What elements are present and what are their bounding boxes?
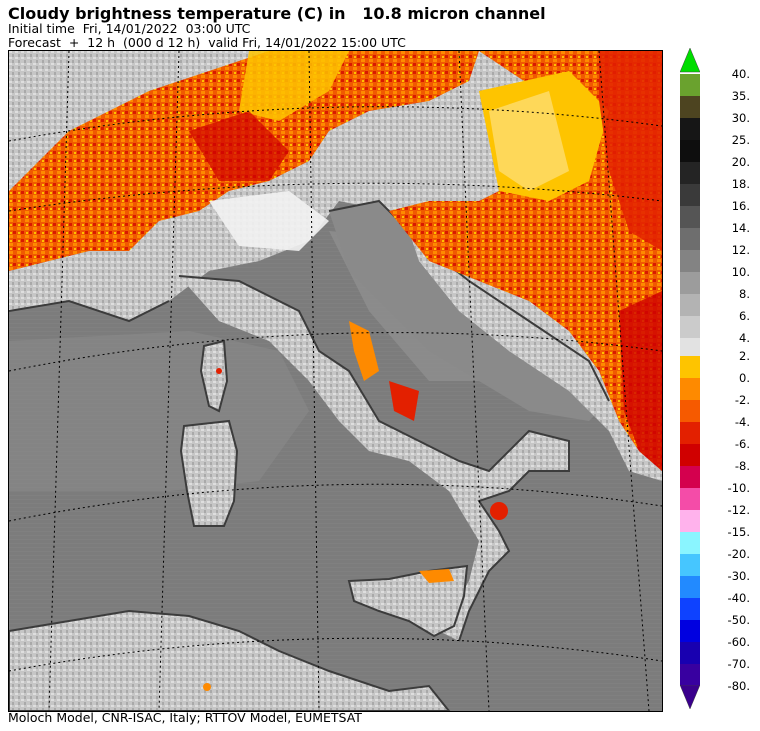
colorbar-label: 16. bbox=[731, 199, 750, 213]
colorbar-swatch bbox=[680, 400, 700, 422]
colorbar-swatch bbox=[680, 356, 700, 378]
colorbar-swatch bbox=[680, 620, 700, 642]
colorbar-label: -8. bbox=[734, 459, 750, 473]
colorbar-label: -4. bbox=[734, 415, 750, 429]
model-credits: Moloch Model, CNR-ISAC, Italy; RTTOV Mod… bbox=[8, 710, 362, 725]
colorbar-swatch bbox=[680, 162, 700, 184]
colorbar-label: -6. bbox=[734, 437, 750, 451]
colorbar-label: -40. bbox=[727, 591, 750, 605]
map-title: Cloudy brightness temperature (C) in 10.… bbox=[8, 4, 546, 23]
colorbar-label: 35. bbox=[731, 89, 750, 103]
colorbar-swatch bbox=[680, 488, 700, 510]
colorbar-label: 18. bbox=[731, 177, 750, 191]
colorbar-swatch bbox=[680, 338, 700, 360]
colorbar-swatch bbox=[680, 250, 700, 272]
colorbar-swatch bbox=[680, 140, 700, 162]
colorbar-swatch bbox=[680, 294, 700, 316]
colorbar-swatch bbox=[680, 74, 700, 96]
colorbar-label: 14. bbox=[731, 221, 750, 235]
colorbar-label: 25. bbox=[731, 133, 750, 147]
colorbar-swatch bbox=[680, 422, 700, 444]
sicily bbox=[347, 564, 469, 638]
colorbar-label: 12. bbox=[731, 243, 750, 257]
colorbar-swatch bbox=[680, 532, 700, 554]
colorbar-label: 0. bbox=[739, 371, 750, 385]
colorbar-swatch bbox=[680, 664, 700, 686]
colorbar-swatch bbox=[680, 118, 700, 140]
initial-time: Initial time Fri, 14/01/2022 03:00 UTC bbox=[8, 21, 251, 36]
colorbar-swatch bbox=[680, 510, 700, 532]
colorbar-swatch bbox=[680, 642, 700, 664]
colorbar-label: 20. bbox=[731, 155, 750, 169]
colorbar-swatch bbox=[680, 184, 700, 206]
colorbar-swatch bbox=[680, 576, 700, 598]
colorbar-label: -50. bbox=[727, 613, 750, 627]
colorbar-label: -10. bbox=[727, 481, 750, 495]
colorbar-label: 8. bbox=[739, 287, 750, 301]
colorbar-label: 30. bbox=[731, 111, 750, 125]
colorbar-swatch bbox=[680, 444, 700, 466]
colorbar-swatch bbox=[680, 316, 700, 338]
colorbar-label: 6. bbox=[739, 309, 750, 323]
colorbar-label: -60. bbox=[727, 635, 750, 649]
colorbar-swatch bbox=[680, 96, 700, 118]
colorbar-swatch bbox=[680, 598, 700, 620]
colorbar-label: -12. bbox=[727, 503, 750, 517]
forecast-valid-time: Forecast + 12 h (000 d 12 h) valid Fri, … bbox=[8, 35, 406, 50]
colorbar-swatch bbox=[680, 206, 700, 228]
colorbar-label: -70. bbox=[727, 657, 750, 671]
colorbar-label: -30. bbox=[727, 569, 750, 583]
colorbar-swatch bbox=[680, 378, 700, 400]
colorbar-swatch bbox=[680, 228, 700, 250]
colorbar-label: 2. bbox=[739, 349, 750, 363]
colorbar-label: 10. bbox=[731, 265, 750, 279]
colorbar-top-arrow bbox=[680, 48, 700, 73]
colorbar-label: -20. bbox=[727, 547, 750, 561]
colorbar-bottom-arrow bbox=[680, 685, 700, 710]
north-africa bbox=[9, 609, 451, 711]
colorbar-label: 40. bbox=[731, 67, 750, 81]
colorbar-label: -15. bbox=[727, 525, 750, 539]
colorbar-label: 4. bbox=[739, 331, 750, 345]
satellite-map bbox=[8, 50, 663, 712]
colorbar-swatch bbox=[680, 466, 700, 488]
colorbar-label: -80. bbox=[727, 679, 750, 693]
colorbar-swatch bbox=[680, 272, 700, 294]
colorbar-swatch bbox=[680, 554, 700, 576]
italy-peninsula bbox=[179, 276, 569, 641]
corsica bbox=[199, 339, 229, 413]
sardinia bbox=[179, 419, 239, 527]
colorbar-label: -2. bbox=[734, 393, 750, 407]
